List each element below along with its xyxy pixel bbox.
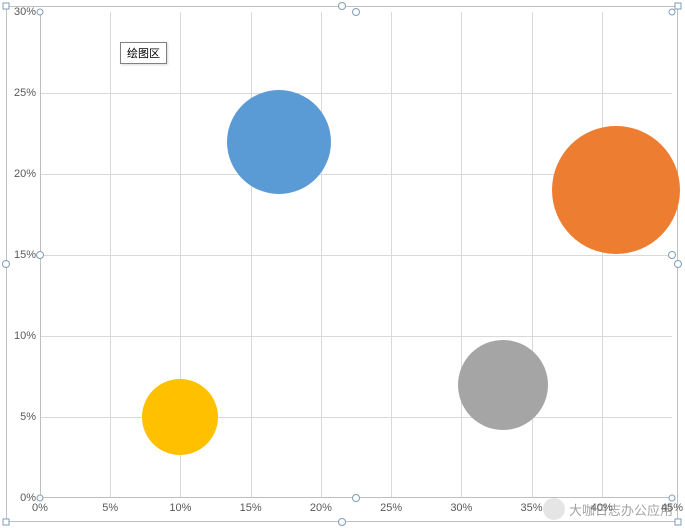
selection-handle[interactable]: [2, 260, 10, 268]
x-tick-label: 45%: [661, 502, 683, 514]
selection-handle[interactable]: [675, 519, 682, 526]
x-tick-label: 20%: [310, 502, 332, 514]
selection-handle[interactable]: [338, 518, 346, 526]
selection-handle[interactable]: [352, 8, 360, 16]
y-tick-label: 20%: [14, 168, 36, 180]
tooltip-text: 绘图区: [127, 48, 160, 60]
bubble-data-point[interactable]: [552, 126, 680, 254]
watermark-icon: [543, 498, 565, 520]
selection-handle[interactable]: [669, 495, 676, 502]
gridline-horizontal: [40, 417, 672, 418]
x-tick-label: 5%: [102, 502, 118, 514]
gridline-horizontal: [40, 336, 672, 337]
y-tick-label: 5%: [20, 411, 36, 423]
selection-handle[interactable]: [352, 494, 360, 502]
x-tick-label: 30%: [450, 502, 472, 514]
x-tick-label: 35%: [521, 502, 543, 514]
selection-handle[interactable]: [36, 251, 44, 259]
bubble-data-point[interactable]: [227, 90, 331, 194]
bubble-data-point[interactable]: [458, 340, 548, 430]
plot-area[interactable]: [40, 12, 672, 498]
selection-handle[interactable]: [37, 495, 44, 502]
y-tick-label: 10%: [14, 330, 36, 342]
watermark-text: 大咖日志办公应用: [569, 500, 673, 519]
selection-handle[interactable]: [674, 260, 682, 268]
selection-handle[interactable]: [675, 3, 682, 10]
y-tick-label: 25%: [14, 87, 36, 99]
x-tick-label: 40%: [591, 502, 613, 514]
y-tick-label: 30%: [14, 6, 36, 18]
x-tick-label: 10%: [169, 502, 191, 514]
gridline-horizontal: [40, 255, 672, 256]
x-tick-label: 25%: [380, 502, 402, 514]
selection-handle[interactable]: [3, 519, 10, 526]
selection-handle[interactable]: [3, 3, 10, 10]
selection-handle[interactable]: [669, 9, 676, 16]
selection-handle[interactable]: [668, 251, 676, 259]
x-tick-label: 15%: [240, 502, 262, 514]
gridline-horizontal: [40, 93, 672, 94]
bubble-data-point[interactable]: [142, 379, 218, 455]
selection-handle[interactable]: [338, 2, 346, 10]
plot-area-tooltip: 绘图区: [120, 42, 167, 64]
y-tick-label: 0%: [20, 492, 36, 504]
selection-handle[interactable]: [37, 9, 44, 16]
y-tick-label: 15%: [14, 249, 36, 261]
